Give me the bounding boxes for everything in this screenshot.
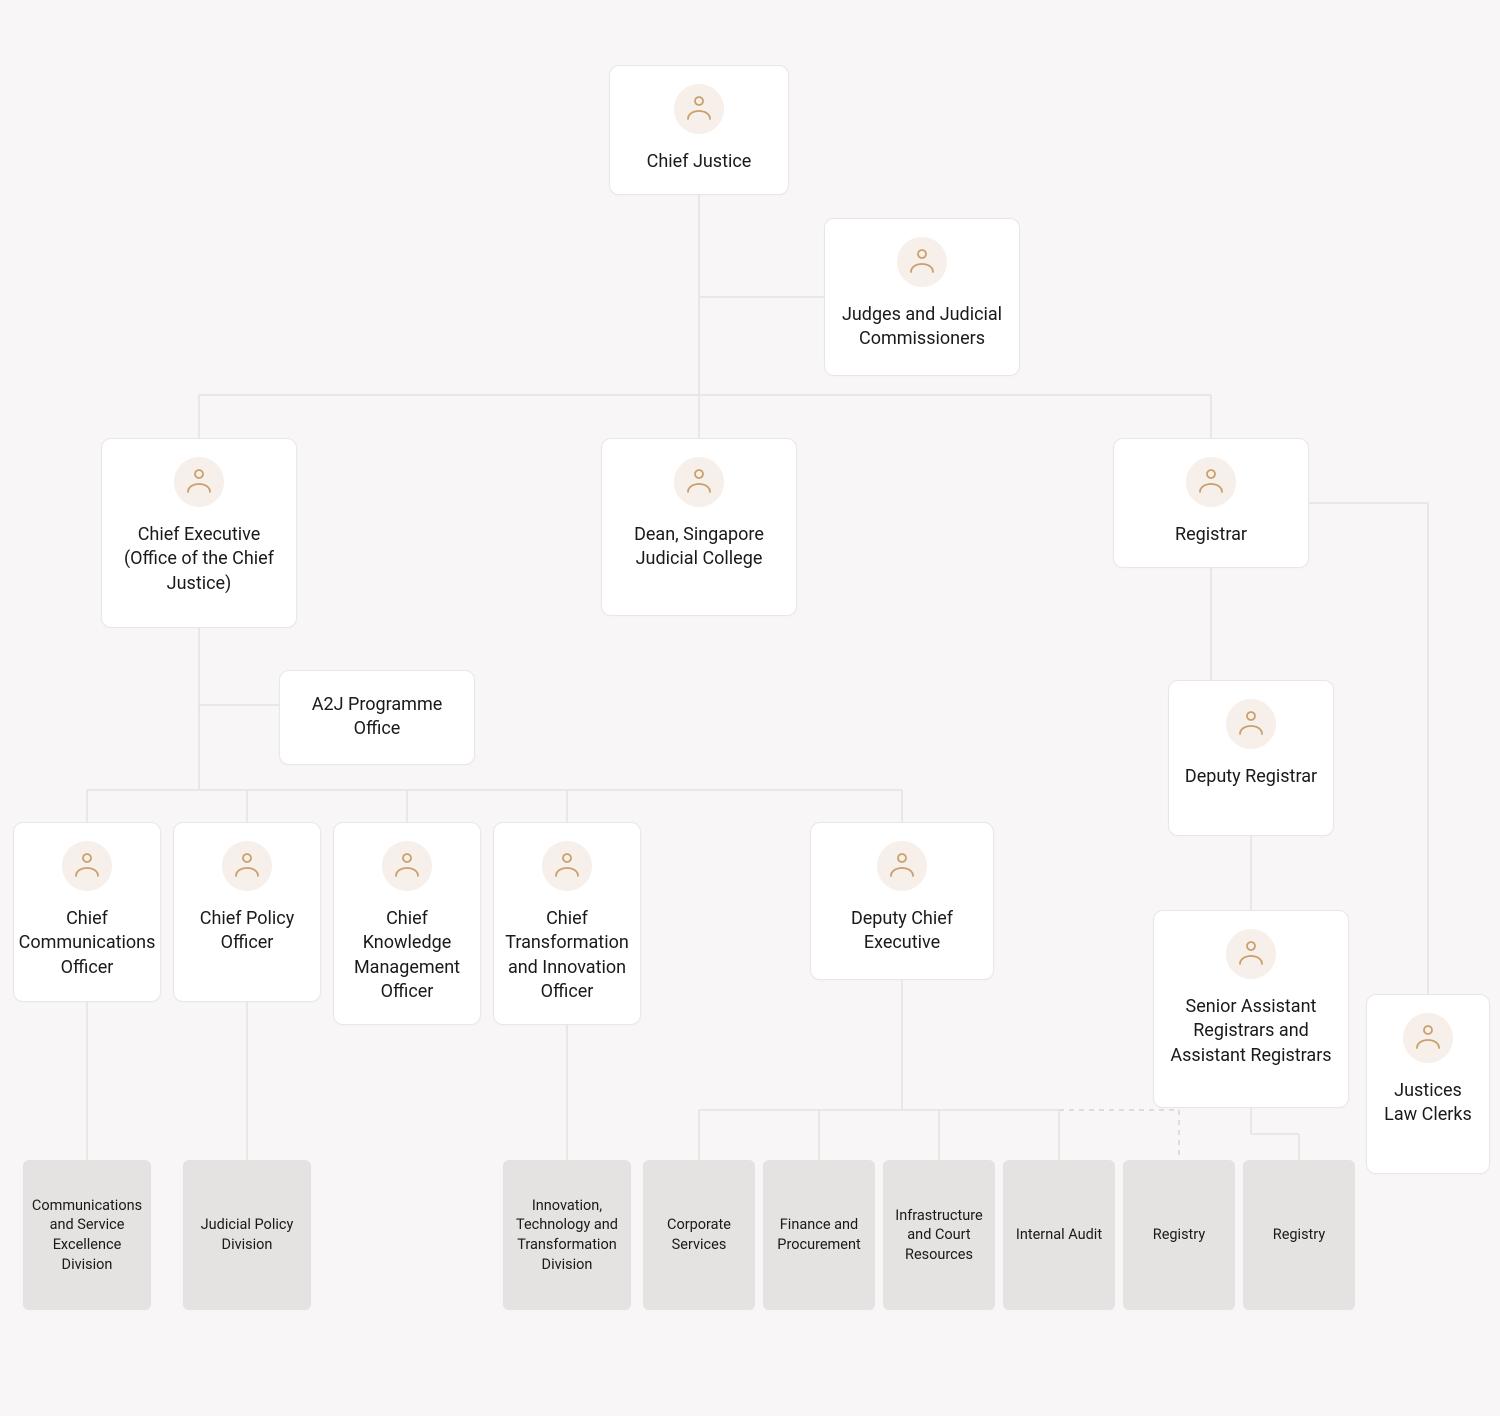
org-node-label: Finance and Procurement [772,1215,866,1254]
person-icon [382,841,432,891]
person-icon [1403,1013,1453,1063]
org-node-cco: Chief Communications Officer [13,822,161,1002]
org-node-d-itt: Innovation, Technology and Transformatio… [503,1160,631,1310]
org-node-label: Infrastructure and Court Resources [892,1206,986,1265]
org-node-ckmo: Chief Knowledge Management Officer [333,822,481,1025]
org-node-label: Registrar [1175,523,1247,547]
org-node-label: Innovation, Technology and Transformatio… [512,1196,622,1274]
person-icon [174,457,224,507]
org-node-label: Judicial Policy Division [192,1215,302,1254]
org-node-label: Chief Policy Officer [188,907,306,956]
org-node-dep-registrar: Deputy Registrar [1168,680,1334,836]
org-node-label: Registry [1273,1225,1325,1245]
person-icon [62,841,112,891]
org-node-label: Chief Transformation and Innovation Offi… [505,907,629,1004]
org-node-d-jpd: Judicial Policy Division [183,1160,311,1310]
org-node-chief-justice: Chief Justice [609,65,789,195]
org-node-cpo: Chief Policy Officer [173,822,321,1002]
org-node-label: Dean, Singapore Judicial College [616,523,782,572]
org-node-label: Deputy Registrar [1185,765,1317,789]
org-node-label: Judges and Judicial Commissioners [839,303,1005,352]
org-node-d-infra: Infrastructure and Court Resources [883,1160,995,1310]
person-icon [222,841,272,891]
person-icon [897,237,947,287]
org-node-label: Chief Justice [647,150,752,174]
org-node-d-fin: Finance and Procurement [763,1160,875,1310]
person-icon [674,457,724,507]
person-icon [1226,929,1276,979]
org-node-label: Chief Communications Officer [19,907,156,980]
org-node-d-reg1: Registry [1123,1160,1235,1310]
org-node-label: Registry [1153,1225,1205,1245]
org-node-sar: Senior Assistant Registrars and Assistan… [1153,910,1349,1108]
org-node-label: Justices Law Clerks [1381,1079,1475,1128]
person-icon [542,841,592,891]
org-node-d-reg2: Registry [1243,1160,1355,1310]
org-node-dean: Dean, Singapore Judicial College [601,438,797,616]
org-node-label: Senior Assistant Registrars and Assistan… [1168,995,1334,1068]
person-icon [674,84,724,134]
org-node-label: A2J Programme Office [294,693,460,742]
org-node-chief-exec: Chief Executive (Office of the Chief Jus… [101,438,297,628]
org-node-d-audit: Internal Audit [1003,1160,1115,1310]
org-node-label: Chief Executive (Office of the Chief Jus… [116,523,282,596]
org-node-label: Communications and Service Excellence Di… [32,1196,142,1274]
org-node-d-comm: Communications and Service Excellence Di… [23,1160,151,1310]
org-node-a2j: A2J Programme Office [279,670,475,765]
person-icon [1186,457,1236,507]
org-node-jlc: Justices Law Clerks [1366,994,1490,1174]
org-node-label: Deputy Chief Executive [825,907,979,956]
org-node-dce: Deputy Chief Executive [810,822,994,980]
org-node-label: Internal Audit [1016,1225,1102,1245]
person-icon [1226,699,1276,749]
org-node-label: Chief Knowledge Management Officer [348,907,466,1004]
org-node-d-corp: Corporate Services [643,1160,755,1310]
org-node-registrar: Registrar [1113,438,1309,568]
org-node-label: Corporate Services [652,1215,746,1254]
org-node-judges: Judges and Judicial Commissioners [824,218,1020,376]
org-node-ctio: Chief Transformation and Innovation Offi… [493,822,641,1025]
person-icon [877,841,927,891]
